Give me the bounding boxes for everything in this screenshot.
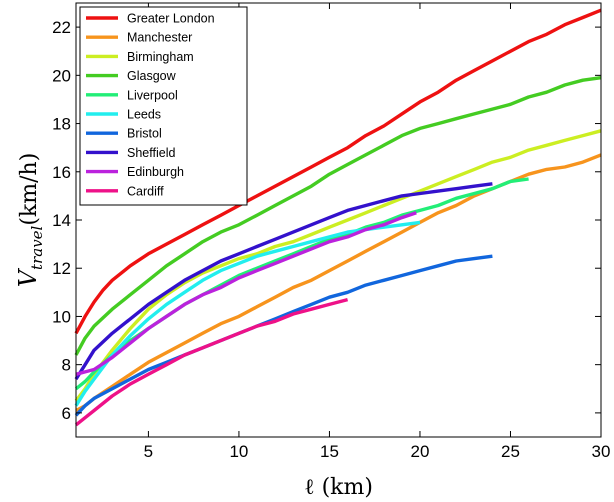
y-tick-label: 16 xyxy=(52,163,71,182)
series-line-cardiff xyxy=(74,297,349,427)
x-tick-label: 30 xyxy=(592,442,611,461)
legend-entry-label: Sheffield xyxy=(127,146,175,160)
legend-entry-label: Birmingham xyxy=(127,50,194,64)
legend-entry-label: Bristol xyxy=(127,127,162,141)
x-tick-label: 15 xyxy=(320,442,339,461)
series-line-edinburgh xyxy=(75,211,417,376)
y-tick-label: 20 xyxy=(52,66,71,85)
y-tick-label: 10 xyxy=(52,307,71,326)
x-tick-label: 5 xyxy=(144,442,153,461)
y-axis-label-unit: (km/h) xyxy=(17,153,42,226)
x-tick-label: 10 xyxy=(229,442,248,461)
series-line-greater-london xyxy=(74,8,602,335)
legend: Greater London Manchester Birmingham Glasgo… xyxy=(79,6,248,206)
legend-entry-label: Cardiff xyxy=(127,184,164,198)
legend-entry-label: Greater London xyxy=(127,12,215,26)
y-tick-label: 14 xyxy=(52,211,71,230)
series-line-sheffield xyxy=(74,182,493,381)
series-line-bristol xyxy=(74,254,493,417)
x-axis-label: ℓ (km) xyxy=(304,475,373,500)
y-axis-label: Vtravel(km/h) xyxy=(14,153,46,288)
series-line-glasgow xyxy=(74,76,602,356)
y-tick-label: 6 xyxy=(62,404,71,423)
x-tick-label: 20 xyxy=(411,442,430,461)
legend-entry-label: Leeds xyxy=(127,108,161,122)
y-tick-label: 18 xyxy=(52,115,71,134)
y-axis-label-subscript: travel xyxy=(28,225,46,269)
series-layer xyxy=(74,8,602,427)
axes-layer: 5 10 15 20 25 30 6 8 10 12 14 16 18 20 22 xyxy=(52,2,611,461)
x-tick-label: 25 xyxy=(501,442,520,461)
y-tick-label: 22 xyxy=(52,18,71,37)
legend-entry-label: Edinburgh xyxy=(127,165,184,179)
legend-entry-label: Glasgow xyxy=(127,69,177,83)
legend-entry-label: Liverpool xyxy=(127,88,178,102)
legend-entry-label: Manchester xyxy=(127,31,192,45)
y-tick-label: 12 xyxy=(52,259,71,278)
y-tick-label: 8 xyxy=(62,356,71,375)
y-axis-label-main: V xyxy=(14,267,42,287)
series-line-birmingham xyxy=(74,129,602,402)
